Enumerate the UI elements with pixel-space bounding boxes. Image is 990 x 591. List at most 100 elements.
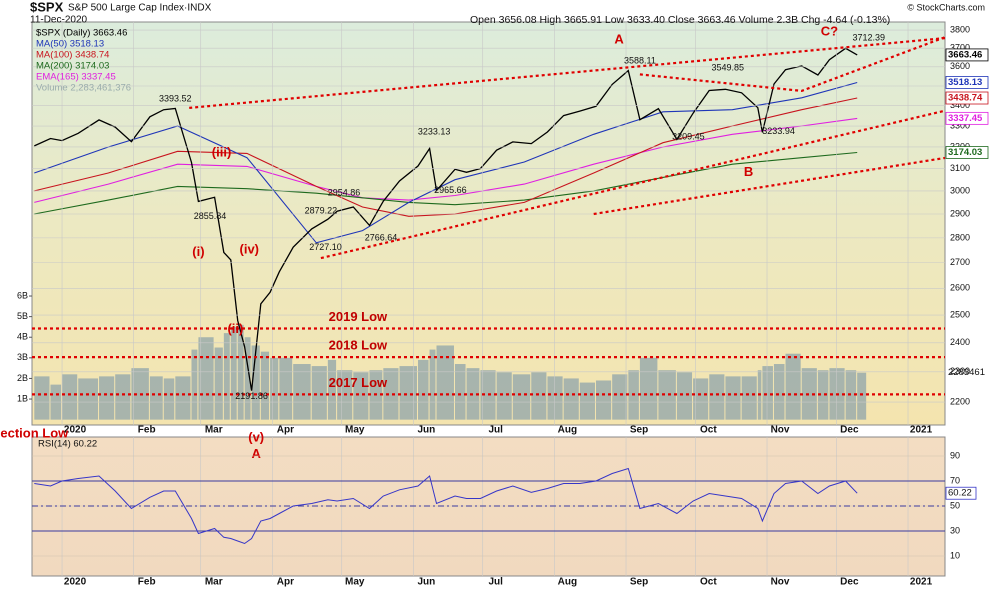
volume-bar (163, 378, 175, 420)
volume-bar (115, 374, 131, 420)
wave-label: B (744, 164, 753, 179)
price-label: 3233.94 (762, 126, 795, 136)
x-tick-label: Sep (630, 425, 648, 436)
volume-bar (279, 357, 293, 420)
x-tick-label: Oct (700, 425, 717, 436)
y2-tick-label: 1B (17, 393, 28, 403)
legend-entry: EMA(165) 3337.45 (36, 72, 116, 83)
rsi-tick-label: 10 (950, 550, 960, 560)
x-tick-label: Nov (771, 577, 790, 588)
y2-tick-label: 5B (17, 311, 28, 321)
volume-bar (579, 382, 595, 420)
price-label: 2766.64 (365, 232, 398, 242)
rsi-tag-box (945, 486, 977, 500)
x-tick-label: 2021 (910, 577, 933, 588)
price-label: 2855.84 (194, 211, 227, 221)
volume-bar (429, 349, 436, 420)
volume-bar (99, 376, 115, 420)
volume-bar (244, 337, 251, 420)
price-label: 3549.85 (711, 63, 744, 73)
ma-line (34, 117, 858, 203)
support-label: 2018 Low (329, 338, 388, 353)
volume-bar (214, 347, 223, 420)
rsi-tick-label: 30 (950, 525, 960, 535)
x-tick-label: Apr (277, 425, 294, 436)
x-tick-label: Nov (771, 425, 790, 436)
y-tick-label: 2200 (950, 396, 970, 406)
volume-bar (785, 353, 801, 420)
x-tick-label: May (345, 577, 365, 588)
x-tick-label: Feb (138, 577, 156, 588)
value-tag: 3438.74 (948, 93, 983, 104)
trend-line (189, 37, 946, 109)
y-tick-label: 2700 (950, 257, 970, 267)
price-label: 3393.52 (159, 93, 192, 103)
wave-label: (v) (248, 430, 264, 445)
ma-line (34, 97, 858, 217)
y-tick-label: 3000 (950, 185, 970, 195)
volume-bar (237, 324, 244, 420)
y-tick-label: 3400 (950, 100, 970, 110)
value-tag: 3518.13 (948, 77, 982, 88)
volume-bar (595, 380, 612, 420)
x-tick-label: Mar (205, 425, 223, 436)
date: 11-Dec-2020 (30, 15, 88, 26)
price-label: 3712.39 (852, 32, 885, 42)
quote: Open 3656.08 High 3665.91 Low 3633.40 Cl… (470, 14, 890, 26)
volume-bar (418, 359, 429, 420)
trend-line (593, 156, 946, 216)
volume-bar (773, 364, 785, 420)
volume-bar (175, 376, 191, 420)
legend-entry: MA(50) 3518.13 (36, 39, 104, 50)
y-tick-label: 3100 (950, 163, 970, 173)
chart-subtitle: S&P 500 Large Cap Index·INDX (68, 3, 212, 14)
y2-tick-label: 4B (17, 332, 28, 342)
volume-tag: 2283461 (948, 367, 985, 378)
x-tick-label: Oct (700, 577, 717, 588)
y-tick-label: 3300 (950, 120, 970, 130)
volume-bar (293, 364, 311, 420)
y-tick-label: 2300 (950, 366, 970, 376)
volume-bar (676, 372, 693, 420)
legend-entry: MA(100) 3438.74 (36, 50, 109, 61)
y-tick-label: 3600 (950, 61, 970, 71)
volume-bar (191, 349, 198, 420)
rsi-line (34, 467, 858, 545)
value-tag-box (945, 48, 989, 62)
volume-bar (270, 357, 279, 420)
ma-line (34, 151, 858, 215)
value-tag-box (945, 91, 989, 105)
x-tick-label: Dec (840, 577, 859, 588)
price-label: 3233.13 (418, 126, 451, 136)
volume-bar (383, 368, 399, 420)
volume-bar (223, 333, 230, 420)
volume-bar (311, 366, 327, 420)
volume-bar (34, 376, 50, 420)
value-tag: 3663.46 (948, 49, 982, 60)
volume-bar (693, 378, 709, 420)
x-tick-label: May (345, 425, 365, 436)
volume-bar (725, 376, 741, 420)
x-tick-label: Jul (488, 577, 503, 588)
price-label: 2879.22 (305, 205, 338, 215)
volume-bar (563, 378, 579, 420)
y-tick-label: 3800 (950, 24, 970, 34)
volume-bar (531, 372, 547, 420)
wave-label: (iii) (212, 145, 232, 160)
x-tick-label: 2020 (64, 425, 87, 436)
x-tick-label: Mar (205, 577, 223, 588)
x-tick-label: Feb (138, 425, 156, 436)
wave-label: ection Low (0, 425, 69, 440)
volume-bar (857, 372, 867, 420)
volume-bar (801, 368, 817, 420)
price-line (34, 47, 858, 391)
volume-bar (639, 357, 658, 420)
x-tick-label: Apr (277, 577, 294, 588)
price-label: 3588.11 (624, 55, 656, 65)
value-tag: 3174.03 (948, 147, 982, 158)
rsi-tick-label: 90 (950, 450, 960, 460)
price-panel (31, 21, 946, 426)
volume-bar (62, 374, 78, 420)
volume-bar (817, 370, 829, 420)
x-tick-label: Jun (417, 577, 435, 588)
